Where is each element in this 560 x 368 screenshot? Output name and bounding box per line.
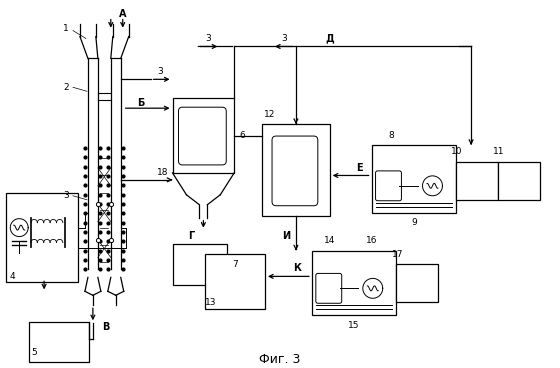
Bar <box>206 255 265 309</box>
Bar <box>6 193 78 282</box>
Text: Д: Д <box>325 33 334 43</box>
Bar <box>396 265 438 302</box>
Text: 5: 5 <box>31 347 37 357</box>
Text: Е: Е <box>356 163 363 173</box>
Text: 11: 11 <box>493 148 505 156</box>
Text: 10: 10 <box>451 148 463 156</box>
Text: 6: 6 <box>239 131 245 140</box>
Text: 3: 3 <box>206 34 211 43</box>
Text: 17: 17 <box>391 250 403 259</box>
FancyBboxPatch shape <box>272 136 318 206</box>
Text: 13: 13 <box>204 298 216 307</box>
Text: В: В <box>102 322 110 332</box>
Text: А: А <box>119 8 126 19</box>
Bar <box>498 162 540 200</box>
Bar <box>172 244 227 285</box>
Bar <box>312 251 396 315</box>
Text: 4: 4 <box>10 272 15 281</box>
Text: 16: 16 <box>366 236 377 245</box>
Text: 8: 8 <box>389 131 394 139</box>
Text: 15: 15 <box>348 321 360 330</box>
FancyBboxPatch shape <box>316 273 342 303</box>
Text: И: И <box>282 231 290 241</box>
Text: 1: 1 <box>63 24 69 33</box>
Text: 14: 14 <box>324 236 335 245</box>
Text: 7: 7 <box>232 260 238 269</box>
Bar <box>456 162 498 200</box>
Bar <box>372 145 456 213</box>
Bar <box>262 124 330 216</box>
Text: Б: Б <box>137 98 144 108</box>
Text: 3: 3 <box>63 191 69 200</box>
FancyBboxPatch shape <box>179 107 226 165</box>
Text: К: К <box>293 263 301 273</box>
Bar <box>172 98 234 173</box>
Text: 2: 2 <box>63 83 69 92</box>
Text: Фиг. 3: Фиг. 3 <box>259 353 301 365</box>
Text: 18: 18 <box>157 169 169 177</box>
Text: 9: 9 <box>411 218 417 227</box>
Bar <box>29 322 89 362</box>
FancyBboxPatch shape <box>376 171 402 201</box>
Text: Г: Г <box>188 231 194 241</box>
Text: 12: 12 <box>264 110 276 118</box>
Text: 3: 3 <box>281 34 287 43</box>
Text: 3: 3 <box>158 67 164 76</box>
